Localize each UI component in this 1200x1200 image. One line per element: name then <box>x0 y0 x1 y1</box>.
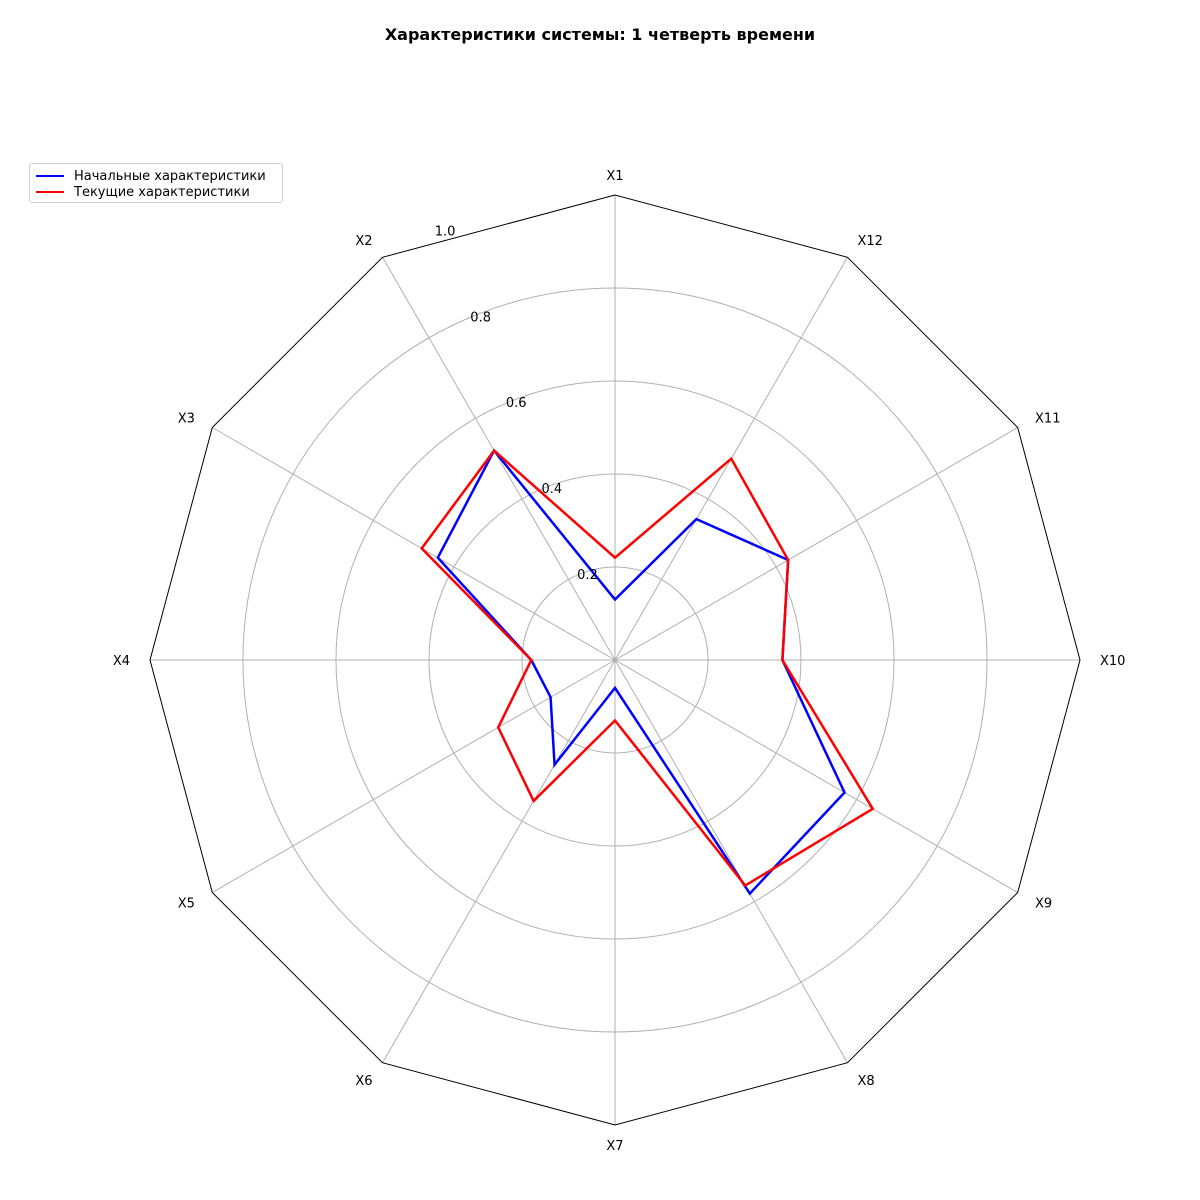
radial-tick-label: 1.0 <box>435 224 456 239</box>
axis-label-x7: X7 <box>606 1139 623 1154</box>
radial-tick-label: 0.4 <box>541 482 562 497</box>
grid-spoke <box>614 659 848 1063</box>
axis-label-x9: X9 <box>1035 897 1052 912</box>
radar-series <box>420 448 875 896</box>
radar-grid <box>149 194 1081 1126</box>
outer-frame <box>149 194 1081 1126</box>
axis-label-x11: X11 <box>1035 412 1060 427</box>
legend-item-current: Текущие характеристики <box>36 184 250 200</box>
chart-title: Характеристики системы: 1 четверть време… <box>384 25 816 44</box>
axis-label-x2: X2 <box>355 234 372 249</box>
legend-swatch-initial <box>36 175 64 177</box>
grid-spoke <box>382 257 616 661</box>
series-line-initial <box>436 448 847 896</box>
axis-label-x8: X8 <box>858 1074 875 1089</box>
grid-spoke <box>614 427 1018 661</box>
series-line-current <box>420 448 875 888</box>
axis-label-x1: X1 <box>606 169 623 184</box>
axis-label-x3: X3 <box>178 412 195 427</box>
grid-spoke <box>382 659 616 1063</box>
legend-swatch-current <box>36 191 64 193</box>
axis-label-x10: X10 <box>1100 654 1125 669</box>
axis-label-x5: X5 <box>178 897 195 912</box>
axis-label-x4: X4 <box>113 654 130 669</box>
grid-spoke <box>212 427 616 661</box>
radar-labels: 0.2 0.4 0.6 0.8 1.0 X1 X2 X3 X4 X5 X6 X7 X8 X9 X10 X11 X… <box>113 169 1126 1154</box>
radial-tick-label: 0.8 <box>470 310 491 325</box>
radial-tick-label: 0.6 <box>506 396 527 411</box>
legend-label-initial: Начальные характеристики <box>74 168 266 184</box>
radial-tick-label: 0.2 <box>577 568 598 583</box>
axis-label-x12: X12 <box>858 234 883 249</box>
grid-spoke <box>212 659 616 893</box>
grid-spoke <box>614 659 1018 893</box>
axis-label-x6: X6 <box>355 1074 372 1089</box>
legend-item-initial: Начальные характеристики <box>36 168 266 184</box>
legend: Начальные характеристики Текущие характе… <box>29 163 283 203</box>
legend-label-current: Текущие характеристики <box>74 184 250 200</box>
